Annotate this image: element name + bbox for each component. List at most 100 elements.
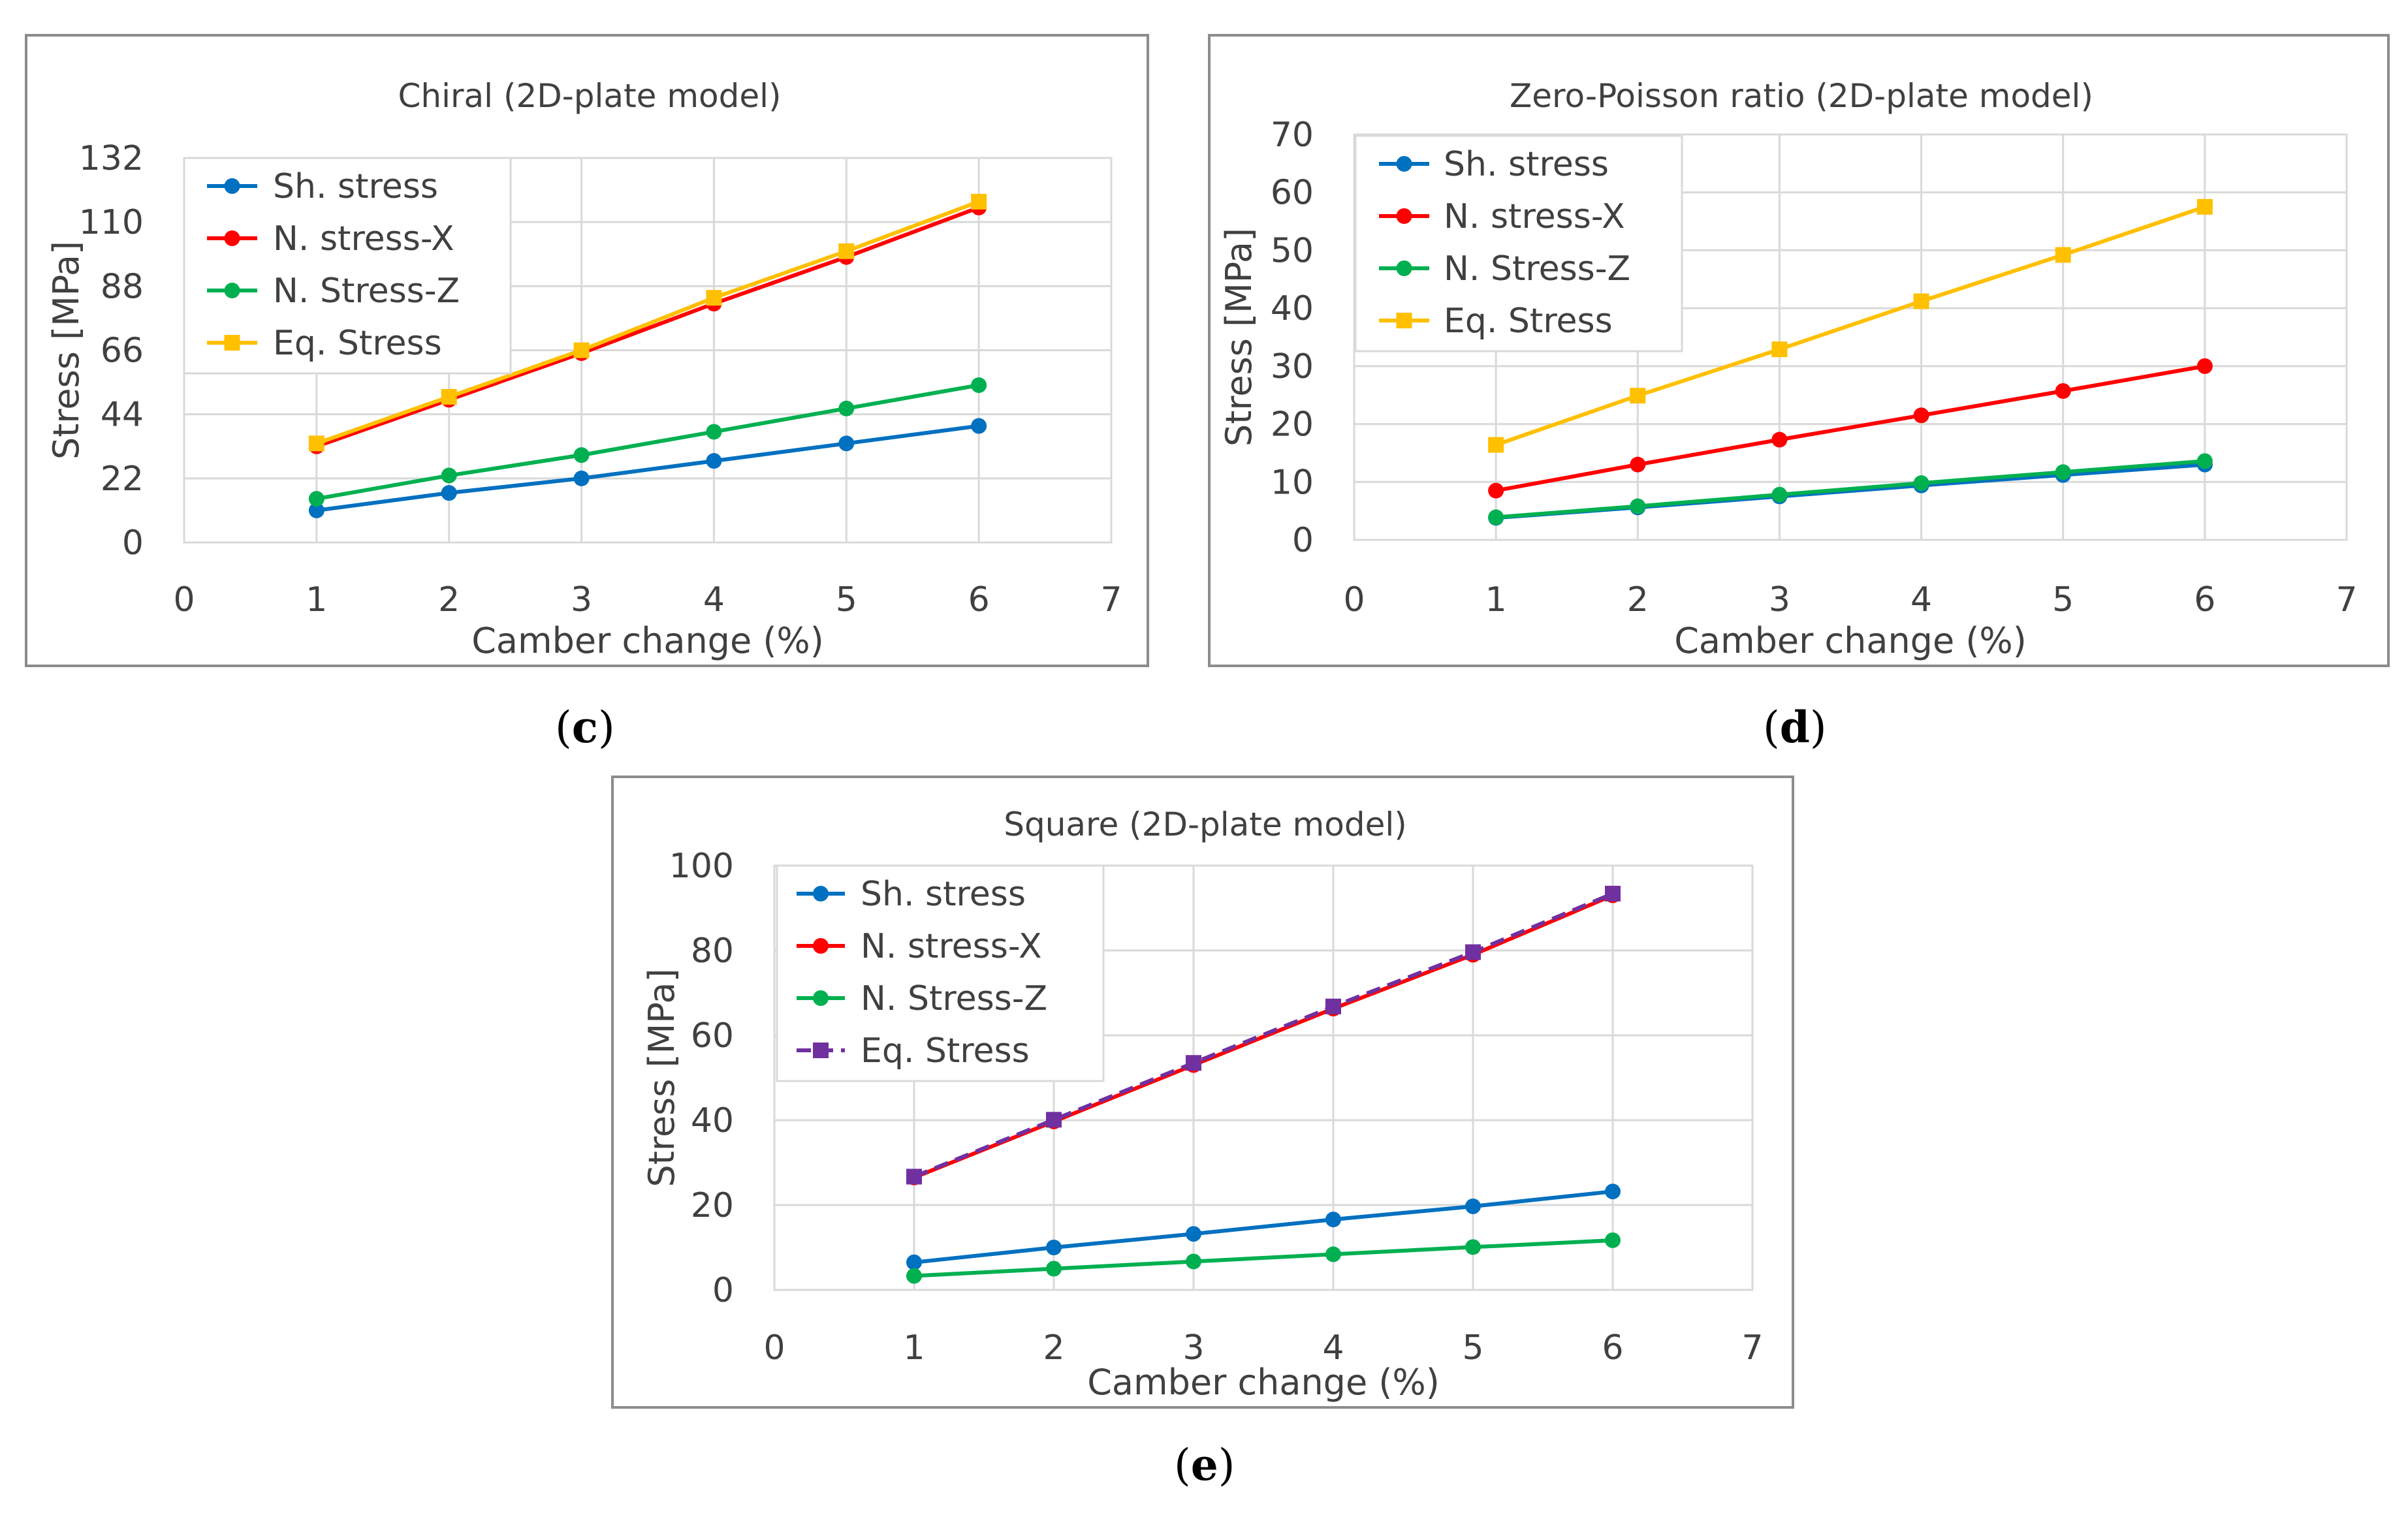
chart-title: Zero-Poisson ratio (2D-plate model)	[1510, 77, 2093, 115]
data-point-circle	[2196, 358, 2213, 374]
data-point-square	[1605, 885, 1621, 902]
legend-label: N. stress-X	[1444, 197, 1625, 236]
x-tick-label: 0	[173, 580, 195, 619]
x-tick-label: 7	[1100, 580, 1122, 619]
chart-panel-chiral: Chiral (2D-plate model) 0 1 2 3 4 5 6 7 0 22 44 66 88…	[25, 34, 1149, 667]
y-tick-label: 44	[101, 396, 144, 435]
y-tick-label: 70	[1271, 116, 1314, 155]
data-point-circle	[706, 453, 722, 469]
legend-marker	[813, 938, 829, 954]
data-point-circle	[1913, 407, 1929, 424]
legend-marker	[224, 335, 240, 351]
y-tick-label: 20	[691, 1186, 734, 1225]
x-tick-label: 3	[1769, 580, 1790, 619]
chart-title: Square (2D-plate model)	[1004, 806, 1407, 843]
legend-label: N. Stress-Z	[861, 979, 1047, 1018]
chart-panel-zero-poisson: Zero-Poisson ratio (2D-plate model) 0 1 2 3 4…	[1208, 34, 2390, 667]
data-point-circle	[308, 502, 325, 518]
series-line	[913, 1238, 1613, 1278]
data-point-square	[1913, 293, 1929, 309]
y-tick-label: 20	[1271, 405, 1314, 445]
data-point-square	[971, 193, 987, 210]
data-point-circle	[1186, 1226, 1201, 1242]
x-tick-label: 1	[903, 1328, 925, 1368]
legend-label: Sh. stress	[273, 167, 438, 206]
data-point-circle	[838, 435, 855, 452]
legend-label: N. Stress-Z	[1444, 249, 1630, 289]
data-point-circle	[573, 447, 590, 463]
data-point-square	[441, 388, 457, 405]
x-tick-label: 7	[2336, 580, 2357, 619]
x-tick-label: 4	[1910, 580, 1932, 619]
data-point-circle	[1771, 486, 1788, 503]
data-point-square	[838, 243, 855, 259]
data-point-circle	[441, 485, 457, 501]
series-line	[316, 383, 979, 501]
y-tick-label: 60	[691, 1016, 734, 1056]
data-point-circle	[1186, 1253, 1201, 1270]
data-point-circle	[1605, 1184, 1621, 1200]
y-tick-label: 100	[669, 847, 734, 886]
data-point-square	[1325, 998, 1341, 1014]
y-tick-label: 60	[1271, 174, 1314, 213]
legend-marker	[224, 178, 240, 194]
y-tick-label: 40	[691, 1101, 734, 1140]
caption-d: (d)	[1763, 702, 1827, 753]
data-point-square	[1771, 341, 1788, 358]
x-tick-label: 7	[1741, 1328, 1763, 1368]
legend-label: Eq. Stress	[273, 324, 442, 363]
data-point-circle	[1465, 1239, 1481, 1255]
data-point-circle	[2055, 464, 2071, 480]
data-point-circle	[906, 1268, 922, 1284]
series-line	[913, 892, 1614, 1179]
series-line	[1495, 459, 2206, 520]
legend-marker	[1396, 208, 1412, 224]
x-tick-label: 5	[1462, 1328, 1483, 1368]
series-line	[1495, 205, 2206, 447]
x-tick-label: 6	[1602, 1328, 1623, 1368]
data-point-square	[906, 1168, 922, 1185]
chart-title: Chiral (2D-plate model)	[398, 77, 781, 115]
y-tick-label: 66	[101, 332, 144, 371]
caption-c: (c)	[555, 702, 615, 753]
series-line	[1495, 364, 2206, 493]
chart-chiral: Chiral (2D-plate model) 0 1 2 3 4 5 6 7 0 22 44 66 88…	[46, 77, 1122, 661]
x-tick-label: 5	[836, 580, 857, 619]
legend-label: N. stress-X	[273, 219, 454, 259]
x-tick-label: 0	[1343, 580, 1365, 619]
x-axis-label: Camber change (%)	[1087, 1362, 1440, 1403]
x-tick-label: 6	[968, 580, 990, 619]
legend-label: Sh. stress	[861, 875, 1026, 914]
chart-panel-square: Square (2D-plate model) 0 1 2 3 4 5 6 7 0 20 40 60 80…	[611, 776, 1794, 1409]
data-point-circle	[1465, 1198, 1481, 1214]
data-point-circle	[706, 424, 722, 440]
x-tick-label: 5	[2052, 580, 2074, 619]
data-point-square	[2196, 198, 2213, 215]
x-tick-label: 2	[1043, 1328, 1064, 1368]
y-axis-label: Stress [MPa]	[46, 241, 87, 460]
data-point-square	[573, 342, 590, 358]
plot-area-border	[773, 864, 1754, 1291]
data-point-square	[1488, 437, 1504, 453]
x-axis-label: Camber change (%)	[471, 620, 824, 661]
data-point-circle	[838, 400, 855, 416]
data-point-circle	[1325, 1246, 1341, 1262]
x-tick-label: 4	[1322, 1328, 1344, 1368]
x-tick-label: 3	[571, 580, 592, 619]
x-tick-label: 1	[1485, 580, 1507, 619]
y-tick-label: 0	[1292, 521, 1314, 560]
x-tick-label: 3	[1182, 1328, 1204, 1368]
data-point-square	[1046, 1112, 1062, 1128]
y-tick-label: 0	[712, 1271, 734, 1310]
data-point-circle	[1605, 1232, 1621, 1248]
legend-label: N. stress-X	[861, 927, 1042, 966]
legend-marker	[224, 283, 240, 298]
x-tick-label: 2	[438, 580, 460, 619]
data-point-circle	[1046, 1240, 1062, 1255]
legend-box	[776, 864, 1105, 1082]
y-tick-label: 88	[101, 267, 144, 306]
data-point-circle	[2196, 453, 2213, 469]
y-tick-label: 0	[122, 524, 144, 563]
data-point-circle	[1913, 475, 1929, 492]
data-point-circle	[1325, 1212, 1341, 1228]
